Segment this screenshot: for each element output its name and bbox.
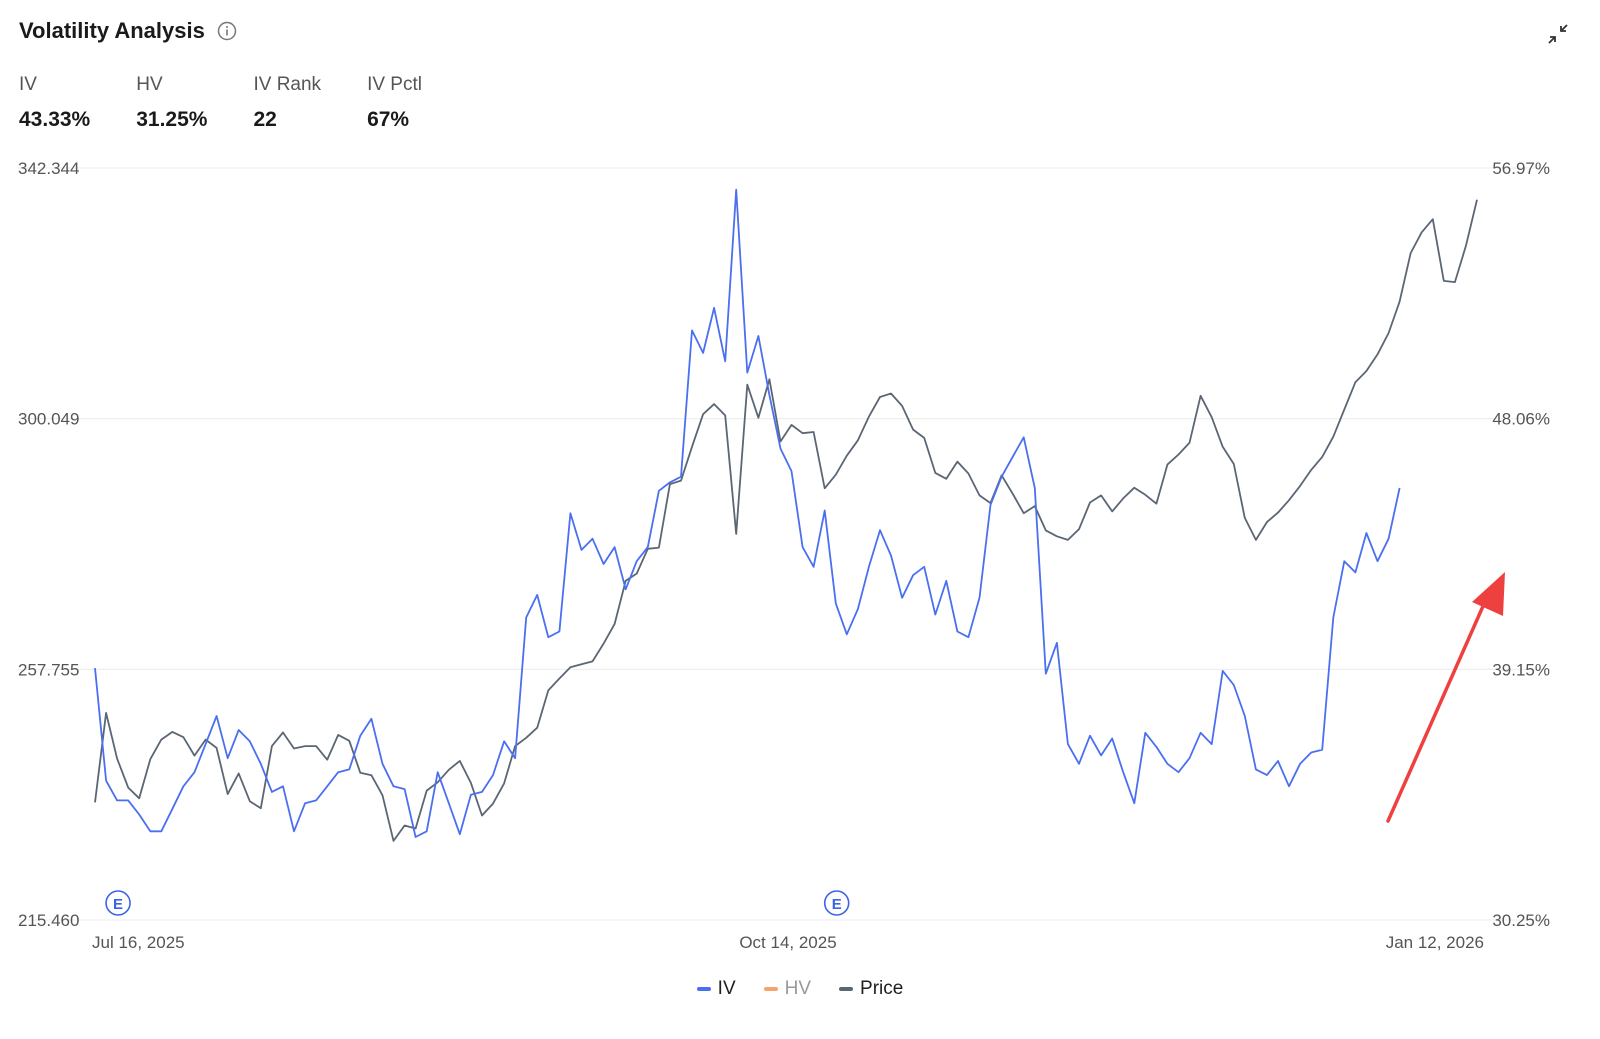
metric-value: 22 — [253, 108, 277, 131]
metric-iv-rank: IV Rank 22 — [253, 74, 321, 132]
earnings-event-marker — [823, 890, 850, 916]
metric-label: IV Pctl — [367, 74, 422, 95]
right-axis-tick-label: 48.06% — [1492, 410, 1550, 429]
info-icon[interactable] — [217, 21, 237, 41]
legend: IV HV Price — [0, 978, 1600, 1000]
earnings-event-marker — [105, 890, 131, 916]
metric-value: 31.25% — [136, 108, 208, 131]
legend-swatch-price — [839, 987, 854, 991]
legend-item-iv[interactable]: IV — [696, 978, 736, 1000]
metric-iv-pctl: IV Pctl 67% — [367, 74, 422, 132]
x-axis-tick-label: Jan 12, 2026 — [1386, 933, 1484, 952]
metric-label: IV Rank — [253, 74, 322, 95]
legend-item-hv[interactable]: HV — [763, 978, 812, 1000]
x-axis-tick-label: Oct 14, 2025 — [739, 933, 836, 952]
left-axis-tick-label: 215.460 — [18, 911, 79, 930]
right-axis-tick-label: 56.97% — [1492, 159, 1550, 178]
collapse-icon[interactable] — [1546, 22, 1570, 46]
right-axis-tick-label: 39.15% — [1492, 660, 1550, 679]
legend-label: Price — [860, 978, 904, 999]
left-axis-tick-label: 300.049 — [18, 410, 79, 429]
legend-item-price[interactable]: Price — [839, 978, 903, 1000]
price-series-line — [94, 199, 1478, 842]
left-axis-tick-label: 342.344 — [18, 159, 79, 178]
right-axis-tick-label: 30.25% — [1492, 911, 1550, 930]
legend-label: IV — [717, 978, 736, 999]
legend-swatch-iv — [696, 987, 711, 991]
annotation-arrow-head — [1472, 572, 1505, 616]
metric-hv: HV 31.25% — [136, 74, 207, 132]
earnings-event-label: E — [832, 896, 842, 913]
iv-series-line — [94, 188, 1401, 838]
metric-value: 43.33% — [19, 108, 91, 131]
metrics-row: IV 43.33% HV 31.25% IV Rank 22 IV Pctl 6… — [19, 74, 468, 132]
earnings-event-label: E — [113, 896, 123, 913]
metric-iv: IV 43.33% — [19, 74, 90, 132]
legend-swatch-hv — [763, 987, 778, 991]
metric-label: HV — [136, 74, 163, 95]
metric-label: IV — [19, 74, 37, 95]
left-axis-tick-label: 257.755 — [18, 660, 79, 679]
annotation-arrow-shaft — [1386, 602, 1486, 823]
x-axis-tick-label: Jul 16, 2025 — [92, 933, 185, 952]
legend-label: HV — [784, 978, 812, 999]
page-title: Volatility Analysis — [19, 18, 205, 43]
metric-value: 67% — [367, 108, 410, 131]
